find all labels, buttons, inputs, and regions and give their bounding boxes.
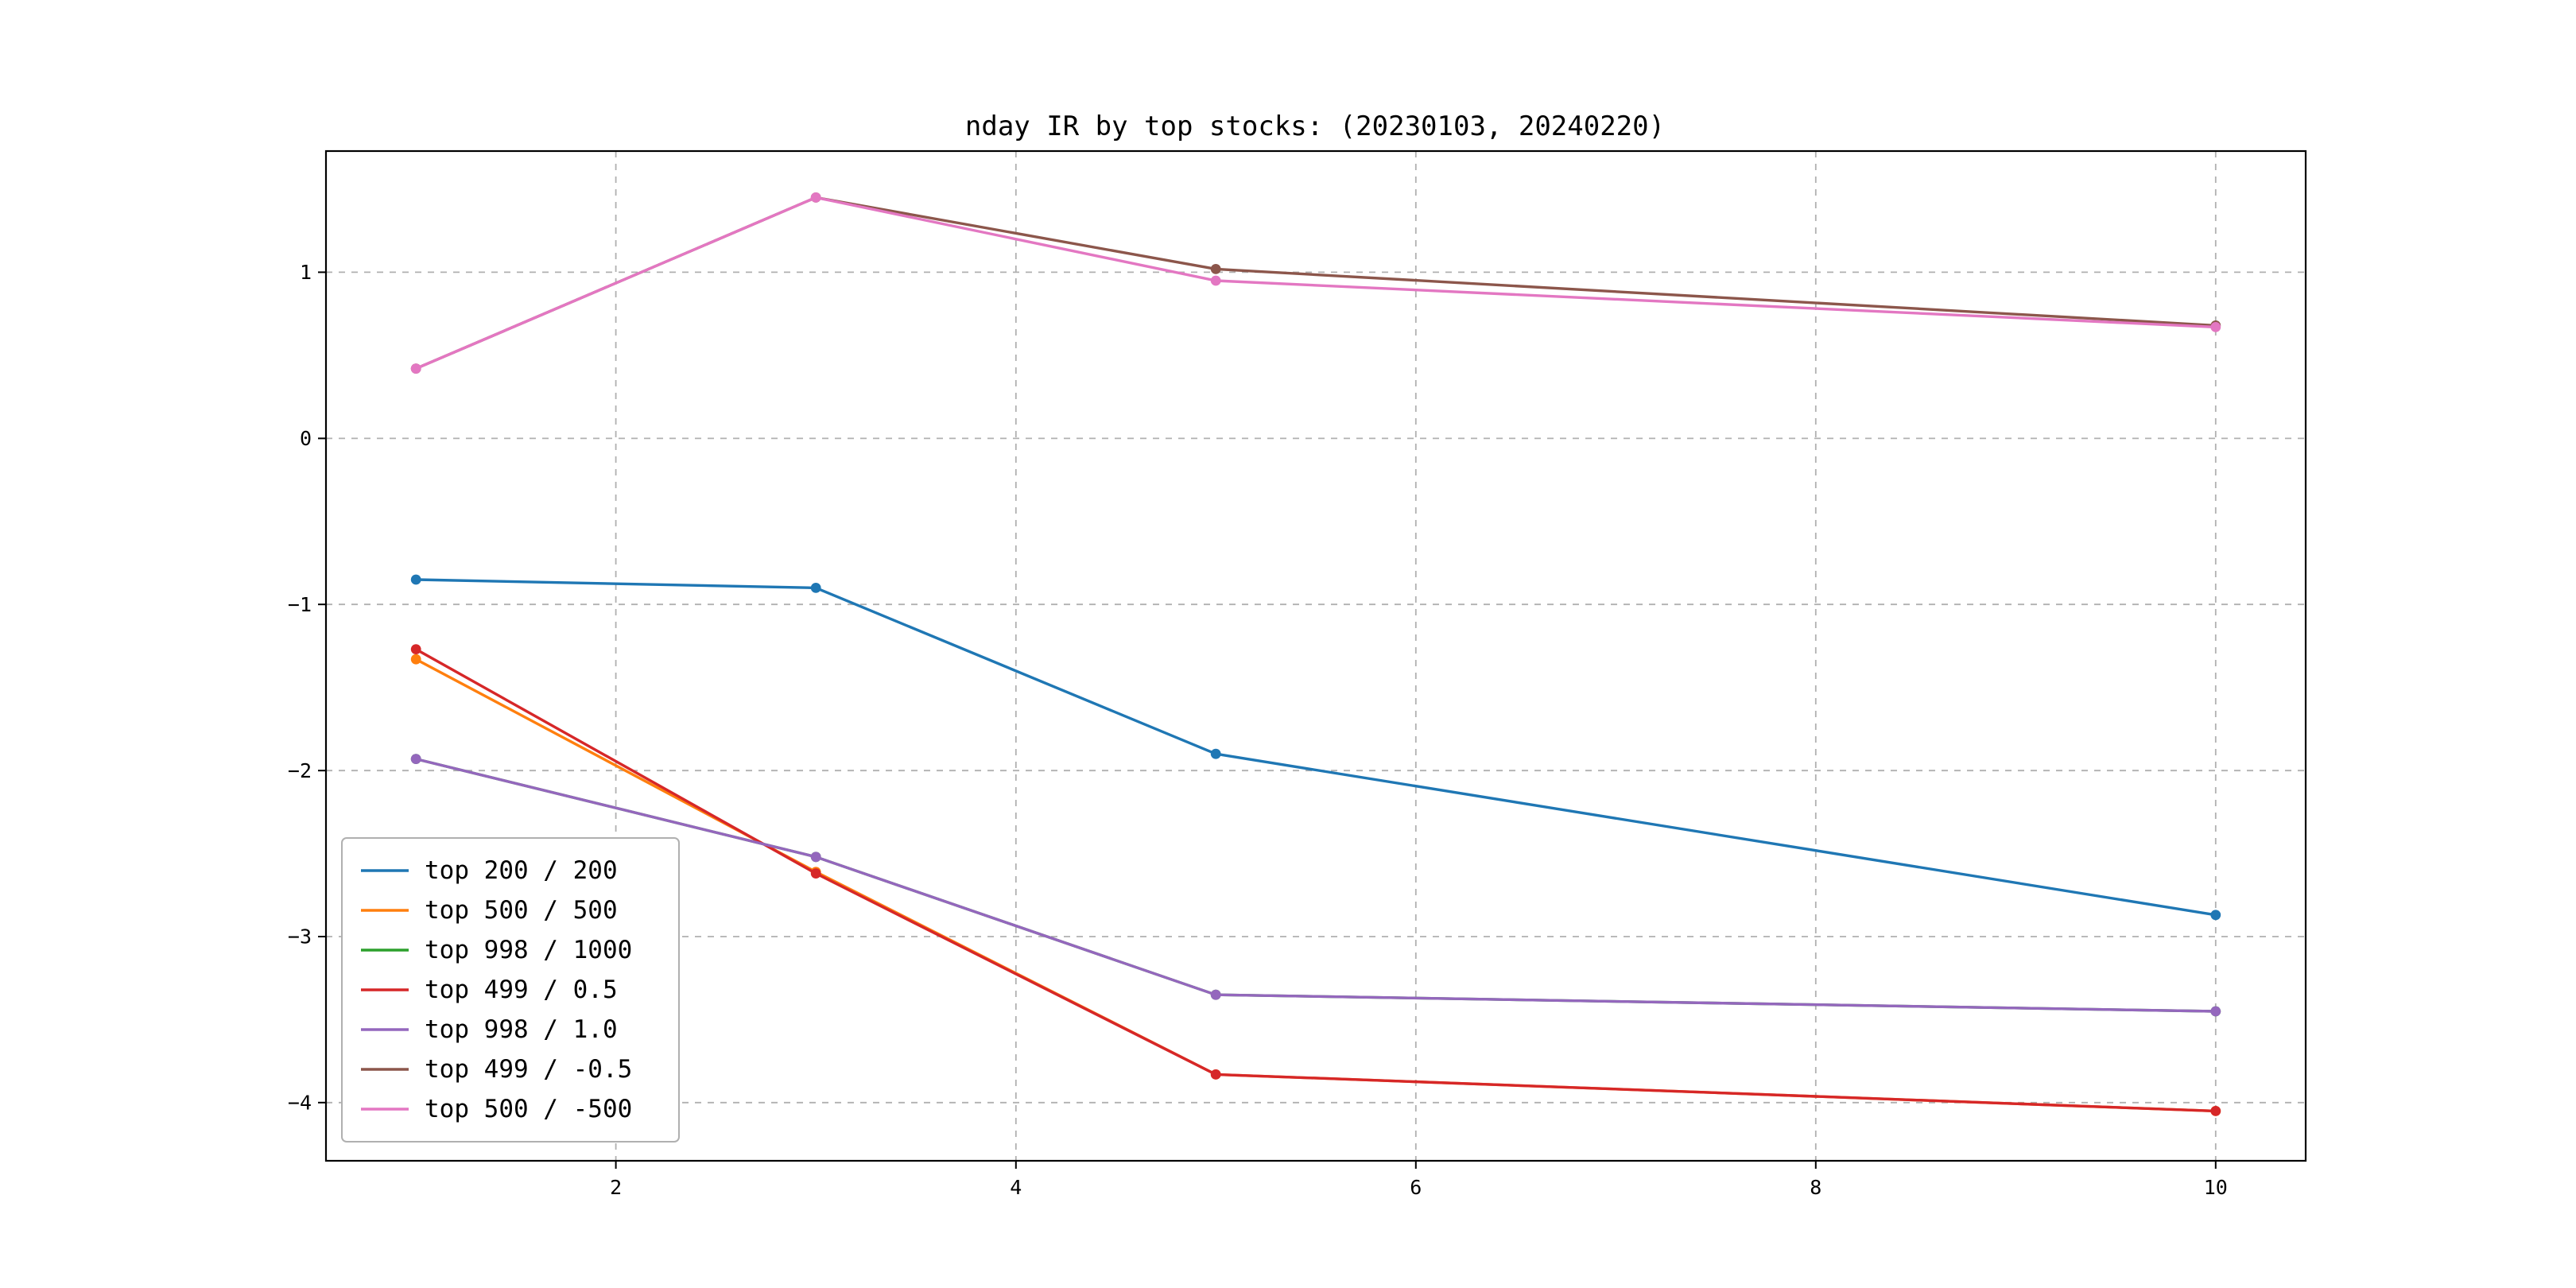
series-marker-top-500-500 [1210, 275, 1221, 286]
legend-label-top-200-200: top 200 / 200 [425, 856, 618, 885]
y-tick-label: 0 [300, 427, 312, 450]
series-marker-top-998-1-0 [2210, 1006, 2221, 1017]
x-tick-label: 10 [2204, 1176, 2228, 1199]
legend-label-top-500-500: top 500 / -500 [425, 1095, 632, 1123]
y-tick-label: −1 [288, 593, 312, 616]
series-line-top-500-500 [414, 196, 2217, 370]
x-tick-label: 2 [610, 1176, 622, 1199]
chart-title: nday IR by top stocks: (20230103, 202402… [965, 111, 1665, 142]
legend: top 200 / 200 top 500 / 500 top 998 / 1000… [341, 837, 680, 1143]
series-marker-top-499-0-5 [410, 644, 421, 654]
legend-label-top-499-0-5: top 499 / -0.5 [425, 1055, 632, 1084]
series-line-top-998-1000 [414, 757, 2217, 1013]
series-marker-top-200-200 [1210, 748, 1221, 759]
series-marker-top-998-1-0 [1210, 989, 1221, 1000]
series-marker-top-998-1-0 [810, 852, 821, 863]
plot-area: 2 4 6 8 10 −4 −3 −2 −1 0 1 top 200 / 200 top 500 / 5… [288, 149, 2307, 1199]
series-marker-top-499-0-5 [810, 868, 821, 879]
y-tick-label: −4 [288, 1091, 312, 1114]
x-tick-label: 4 [1010, 1176, 1022, 1199]
series-marker-top-500-500 [410, 654, 421, 665]
legend-box [341, 837, 680, 1143]
x-tick-label: 6 [1410, 1176, 1422, 1199]
series-line-top-499-0-5 [414, 196, 2217, 370]
series-line-top-200-200 [414, 578, 2217, 917]
series-marker-top-200-200 [810, 583, 821, 593]
series-marker-top-500-500 [410, 363, 421, 374]
series-marker-top-200-200 [2210, 910, 2221, 921]
y-tick-label: −2 [288, 759, 312, 782]
plot-border [324, 149, 2307, 1162]
series-marker-top-499-0-5 [1210, 1069, 1221, 1080]
series-line-top-998-1-0 [414, 757, 2217, 1013]
series-line-top-500-500 [414, 658, 2217, 1113]
y-tick-label: −3 [288, 925, 312, 949]
legend-label-top-998-1000: top 998 / 1000 [425, 936, 632, 964]
legend-label-top-998-1-0: top 998 / 1.0 [425, 1015, 618, 1044]
series-marker-top-998-1-0 [410, 754, 421, 764]
x-tick-label: 8 [1810, 1176, 1821, 1199]
series-marker-top-499-0-5 [2210, 1106, 2221, 1116]
legend-label-top-500-500: top 500 / 500 [425, 896, 618, 925]
y-tick-label: 1 [300, 261, 312, 284]
series-marker-top-500-500 [810, 192, 821, 203]
series-line-top-499-0-5 [414, 647, 2217, 1113]
series-marker-top-499-0-5 [1210, 264, 1221, 274]
legend-label-top-499-0-5: top 499 / 0.5 [425, 976, 618, 1004]
series-marker-top-500-500 [2210, 322, 2221, 332]
series-marker-top-200-200 [410, 574, 421, 585]
